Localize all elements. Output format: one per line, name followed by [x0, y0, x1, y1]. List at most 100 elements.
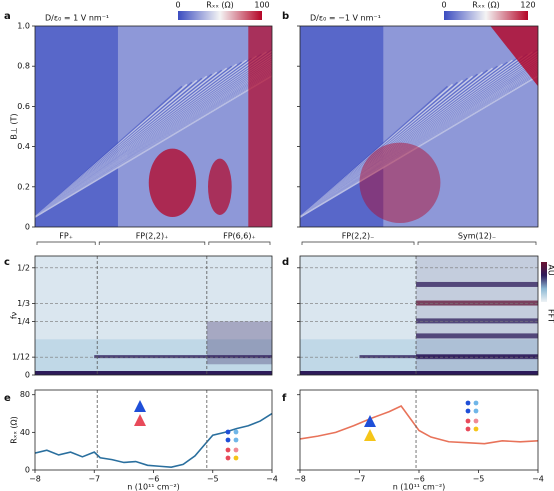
panel: f −8 −7 −6 −5 −4 n (10¹¹ cm⁻²)	[282, 389, 544, 491]
plot-area	[300, 26, 538, 227]
icon-dot	[465, 400, 471, 406]
x-tick-label: −8	[294, 475, 306, 484]
icon-dot	[233, 437, 239, 443]
region-label: FP(2,2)₊	[136, 232, 169, 241]
icon-dot	[473, 426, 479, 432]
region-bracket	[417, 241, 537, 245]
x-tick-label: −4	[532, 475, 544, 484]
y-axis-label: fν	[10, 311, 19, 319]
icon-dot	[473, 418, 479, 424]
x-tick-label: −6	[413, 475, 425, 484]
x-tick-label: −8	[29, 475, 41, 484]
frame	[34, 255, 273, 376]
y-tick-label: 1/3	[17, 299, 30, 308]
colorbar-tick-label: 0	[441, 1, 446, 10]
fft-band	[94, 355, 272, 359]
y-tick-label: 0.8	[17, 62, 30, 71]
plot-area	[300, 404, 538, 445]
y-tick-label: 0	[25, 223, 30, 232]
icon-blob	[134, 400, 146, 412]
region-bracket	[208, 241, 271, 245]
y-tick-label: 40	[20, 428, 30, 437]
annotation: D/ε₀ = −1 V nm⁻¹	[310, 14, 381, 23]
annotation: D/ε₀ = 1 V nm⁻¹	[45, 14, 109, 23]
colorbar-label: Rₓₓ (Ω)	[472, 1, 500, 10]
edge-band	[490, 26, 538, 87]
icon-dot	[473, 400, 479, 406]
data-line	[300, 404, 538, 445]
fft-band	[416, 300, 538, 306]
resistive-blob	[208, 158, 232, 215]
region-bracket	[36, 241, 96, 245]
fft-haze	[35, 256, 272, 340]
colorbar-tick-label: 120	[520, 1, 535, 10]
panel: e 0 40 80 −8 −7 −6 −5 −4 Rₓₓ (Ω) n (10¹¹ cm⁻²)	[4, 389, 278, 491]
y-tick-label: 1/2	[17, 263, 30, 272]
region-label: Sym(12)₋	[458, 232, 496, 241]
frame	[299, 255, 539, 376]
y-axis-label: Rₓₓ (Ω)	[10, 416, 19, 444]
colorbar	[541, 262, 547, 302]
icon-dot	[233, 455, 239, 461]
panel: a 0 0.2 0.4 0.6 0.8 1.0 B⊥ (T) D/ε₀ = 1 V nm⁻¹ 0 1…	[4, 1, 273, 232]
y-tick-label: 1/12	[12, 353, 30, 362]
plot-area	[35, 256, 272, 375]
icon-dot	[465, 408, 471, 414]
icon-blob	[364, 415, 376, 427]
panel-letter: b	[282, 11, 289, 22]
plot-area	[35, 26, 272, 227]
y-tick-label: 0.4	[17, 142, 30, 151]
colorbar-label: Rₓₓ (Ω)	[206, 1, 234, 10]
data-line	[35, 412, 272, 468]
fft-haze	[300, 256, 538, 340]
frame	[299, 25, 539, 228]
panel: b D/ε₀ = −1 V nm⁻¹ 0 120 Rₓₓ (Ω)	[282, 1, 539, 228]
plot-area	[300, 256, 538, 375]
region-label: FP(2,2)₋	[342, 232, 375, 241]
fft-band	[300, 371, 538, 375]
icon-dot	[233, 447, 239, 453]
y-tick-label: 0.6	[17, 102, 30, 111]
panel: FP(2,2)₋ Sym(12)₋ d AU FFT	[282, 232, 554, 376]
fan-streak	[35, 74, 272, 218]
x-tick-label: −6	[148, 475, 160, 484]
region-label: FP(6,6)₊	[223, 232, 256, 241]
fft-band	[35, 371, 272, 375]
icon-dot	[225, 455, 231, 461]
panel-letter: e	[4, 393, 11, 404]
colorbar	[444, 11, 528, 20]
panel-letter: d	[282, 257, 289, 268]
resistive-blob	[359, 142, 441, 223]
x-tick-label: −5	[473, 475, 485, 484]
icon-dot	[225, 447, 231, 453]
x-axis-label: n (10¹¹ cm⁻²)	[393, 483, 446, 491]
fft-band	[416, 281, 538, 287]
region-label: FP₊	[59, 232, 73, 241]
icon-dot	[465, 418, 471, 424]
panel-letter: f	[282, 393, 287, 404]
icon-dot	[225, 437, 231, 443]
y-tick-label: 1/4	[17, 317, 30, 326]
y-axis-label: B⊥ (T)	[10, 113, 19, 139]
edge-band	[248, 26, 272, 227]
icon-dot	[473, 408, 479, 414]
x-tick-label: −7	[354, 475, 366, 484]
icon-dot	[225, 429, 231, 435]
colorbar-label: FFT	[547, 309, 554, 323]
colorbar-tick-label: 100	[254, 1, 269, 10]
fft-band	[416, 354, 538, 360]
region-bracket	[301, 241, 415, 245]
fft-patch	[416, 256, 538, 375]
panel: FP₊ FP(2,2)₊ FP(6,6)₊ c 0 1/12 1/4 1/3 1/2 fν	[4, 232, 273, 380]
icon-blob	[364, 429, 376, 441]
panel-letter: c	[4, 257, 10, 268]
resistive-blob	[148, 148, 197, 217]
colorbar	[178, 11, 262, 20]
icon-blob	[134, 414, 146, 426]
frame	[34, 25, 273, 228]
fan-streak	[300, 74, 538, 218]
y-tick-label: 0	[25, 371, 30, 380]
icon-dot	[233, 429, 239, 435]
y-tick-label: 0.2	[17, 182, 30, 191]
